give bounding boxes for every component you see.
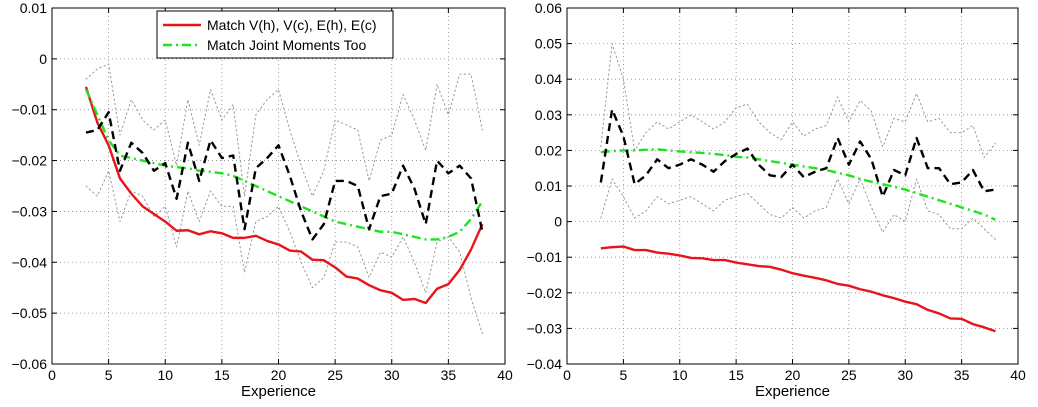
y-tick-label: 0.01 [20, 0, 47, 16]
y-tick-label: −0.04 [527, 356, 563, 372]
x-tick-label: 25 [327, 367, 343, 383]
y-tick-label: −0.01 [527, 249, 563, 265]
y-tick-label: −0.05 [12, 305, 48, 321]
y-tick-label: −0.03 [527, 320, 563, 336]
x-tick-label: 30 [384, 367, 400, 383]
x-tick-label: 0 [48, 367, 56, 383]
left-chart-panel: 0 5 10 15 20 25 30 35 40 −0.06 −0.05 −0.04 −0.03 −0.0… [12, 0, 513, 400]
x-tick-label: 10 [157, 367, 173, 383]
y-tick-label: 0.02 [535, 142, 562, 158]
y-tick-label: −0.03 [12, 203, 48, 219]
y-tick-label: 0.06 [535, 0, 562, 16]
x-tick-label: 35 [441, 367, 457, 383]
series-line-dotted [600, 43, 996, 159]
y-tick-label: 0.01 [535, 178, 562, 194]
y-tick-label: 0.05 [535, 36, 562, 52]
x-tick-label: 15 [728, 367, 744, 383]
x-tick-label: 10 [672, 367, 688, 383]
y-tick-label: 0.03 [535, 107, 562, 123]
y-tick-label: 0 [39, 51, 47, 67]
legend-box [156, 10, 394, 59]
y-tick-label: 0 [554, 214, 562, 230]
legend-label: Match Joint Moments Too [207, 37, 366, 53]
right-chart-panel: 0 5 10 15 20 25 30 35 40 −0.04 −0.03 −0.02 −0.01 0 0.0… [527, 0, 1026, 400]
series-line-solid [600, 245, 996, 333]
x-tick-label: 40 [1010, 367, 1026, 383]
legend-label: Match V(h), V(c), E(h), E(c) [207, 17, 377, 33]
x-tick-label: 30 [897, 367, 913, 383]
series-line-dashed [599, 108, 996, 198]
y-tick-label: −0.02 [12, 153, 48, 169]
x-tick-label: 25 [841, 367, 857, 383]
series-line-dotted [85, 170, 483, 334]
x-tick-label: 5 [105, 367, 113, 383]
y-tick-label: −0.06 [12, 356, 48, 372]
series-line-dashed [85, 111, 484, 241]
x-tick-label: 20 [785, 367, 801, 383]
x-tick-label: 20 [271, 367, 287, 383]
series-line-dash-dot [84, 88, 484, 241]
x-axis-label: Experience [241, 383, 316, 400]
x-tick-label: 0 [563, 367, 571, 383]
series-line-dash-dot [600, 148, 996, 221]
y-tick-label: −0.04 [12, 254, 48, 270]
series-line-dotted [600, 178, 996, 240]
y-tick-label: 0.04 [535, 71, 562, 87]
x-tick-label: 35 [954, 367, 970, 383]
series-line-solid [84, 86, 484, 305]
legend: Match V(h), V(c), E(h), E(c) Match Joint … [156, 10, 394, 59]
x-tick-label: 40 [497, 367, 513, 383]
x-tick-label: 5 [619, 367, 627, 383]
y-tick-label: −0.01 [12, 102, 48, 118]
x-tick-label: 15 [214, 367, 230, 383]
x-axis-label: Experience [755, 383, 830, 400]
y-tick-label: −0.02 [527, 285, 563, 301]
